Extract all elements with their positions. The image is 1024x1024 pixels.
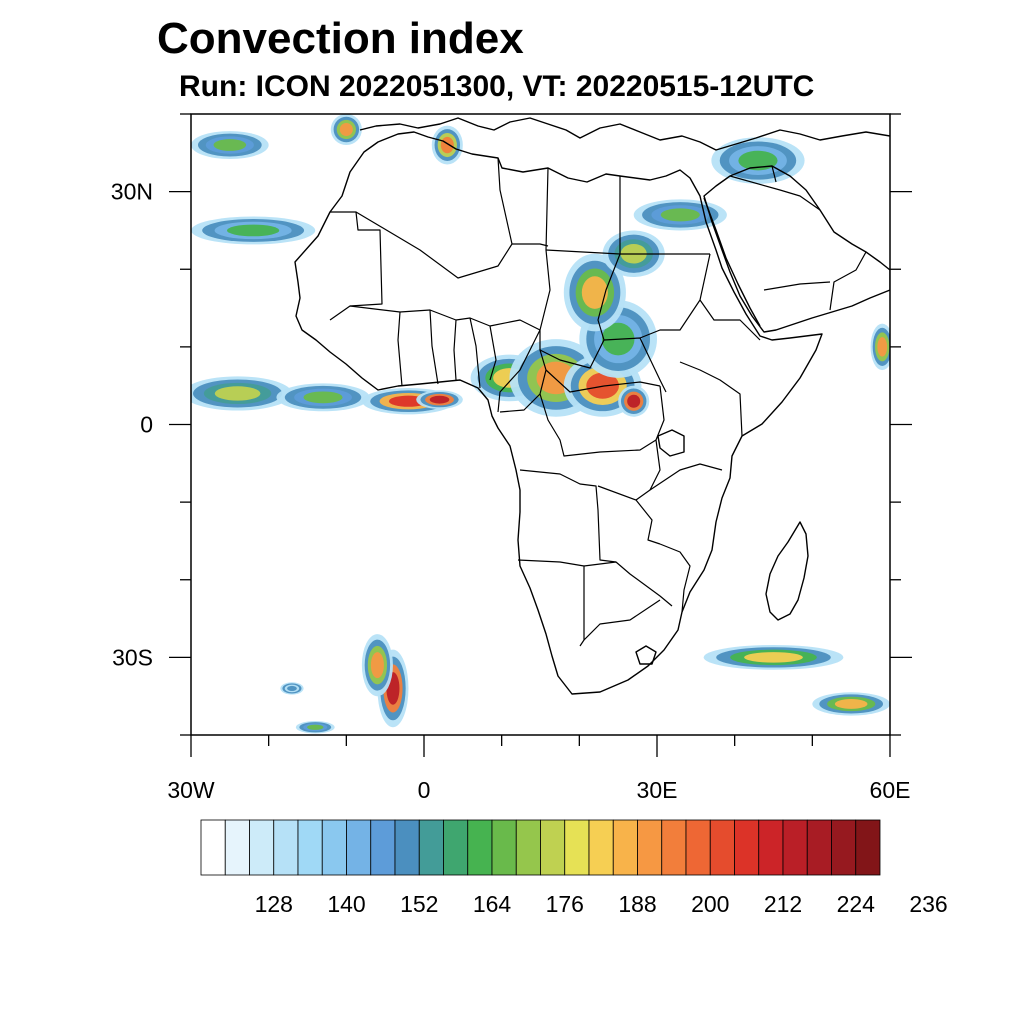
convection-cell: [276, 383, 370, 412]
convection-cell: [330, 114, 362, 146]
colorbar-label: 176: [546, 891, 584, 917]
colorbar-swatch: [467, 819, 493, 876]
lat-tick-label: 0: [140, 412, 153, 438]
convection-contour: [287, 685, 297, 692]
convection-contour: [214, 386, 261, 401]
colorbar-swatch: [661, 819, 687, 876]
convection-contour: [834, 699, 868, 709]
colorbar-swatch: [855, 819, 881, 876]
convection-cell: [416, 390, 463, 409]
europe-coastline: [359, 117, 890, 151]
map-outlines: [294, 117, 890, 695]
convection-cell: [191, 216, 316, 245]
colorbar-swatch: [346, 819, 372, 876]
convection-cell: [633, 199, 727, 231]
convection-cell: [703, 644, 844, 670]
lon-tick-label: 60E: [870, 777, 911, 803]
convection-contour: [627, 394, 641, 408]
colorbar-swatch: [709, 819, 735, 876]
lon-tick-label: 30W: [167, 777, 215, 803]
convection-contour: [303, 391, 343, 404]
africa-coastline: [294, 131, 823, 695]
convection-cell: [563, 253, 626, 332]
convection-cell: [191, 131, 269, 160]
colorbar-swatch: [806, 819, 832, 876]
convection-contour: [744, 652, 803, 663]
colorbar-swatch: [685, 819, 711, 876]
colorbar-swatch: [224, 819, 250, 876]
axis-ticks: 30W 0 30E 60E 30N 0 30S: [111, 113, 912, 803]
lat-tick-label: 30S: [112, 644, 153, 670]
chart-subtitle: Run: ICON 2022051300, VT: 20220515-12UTC: [179, 70, 815, 103]
colorbar-swatch: [782, 819, 808, 876]
lat-tick-label: 30N: [111, 179, 153, 205]
country-borders: [329, 157, 867, 647]
lake-victoria: [657, 429, 685, 457]
colorbar-swatch: [200, 819, 226, 876]
convection-contour: [738, 150, 778, 171]
colorbar-swatch: [831, 819, 857, 876]
colorbar: 128 140 152 164 176 188 200 212 224 236: [200, 819, 948, 917]
colorbar-swatch: [418, 819, 444, 876]
convection-cell: [870, 323, 890, 371]
colorbar-swatch: [394, 819, 420, 876]
convection-contour: [581, 276, 608, 309]
colorbar-label: 188: [618, 891, 656, 917]
colorbar-swatch: [515, 819, 541, 876]
convection-contour: [440, 136, 454, 154]
convection-contour: [370, 652, 384, 679]
chart-title: Convection index: [157, 14, 524, 63]
lon-tick-label: 30E: [637, 777, 678, 803]
colorbar-swatch: [637, 819, 663, 876]
madagascar-coastline: [765, 521, 809, 621]
convection-contour: [227, 224, 280, 237]
colorbar-swatch: [564, 819, 590, 876]
colorbar-swatch: [273, 819, 299, 876]
lon-tick-label: 0: [418, 777, 431, 803]
arabia-coastline: [703, 165, 890, 333]
convection-cell: [361, 634, 393, 697]
convection-contour: [660, 208, 700, 222]
convection-contour: [877, 337, 888, 357]
colorbar-swatch: [370, 819, 396, 876]
colorbar-label: 152: [400, 891, 438, 917]
colorbar-label: 212: [764, 891, 802, 917]
colorbar-swatch: [588, 819, 614, 876]
convection-cell: [618, 385, 650, 417]
lesotho-outline: [635, 645, 657, 665]
convection-cell: [812, 692, 890, 716]
convection-cell: [431, 125, 463, 165]
convection-cell: [295, 721, 335, 734]
colorbar-label: 224: [837, 891, 876, 917]
plot-area: [191, 114, 890, 735]
colorbar-swatch: [758, 819, 784, 876]
colorbar-swatch: [540, 819, 566, 876]
colorbar-swatch: [734, 819, 760, 876]
colorbar-swatch: [612, 819, 638, 876]
convection-contour: [213, 139, 247, 151]
convection-cell: [280, 682, 304, 695]
convection-contour: [307, 724, 324, 730]
colorbar-label: 200: [691, 891, 729, 917]
convection-cell: [711, 137, 805, 184]
colorbar-swatch: [443, 819, 469, 876]
colorbar-swatch: [491, 819, 517, 876]
colorbar-label: 128: [255, 891, 293, 917]
colorbar-swatch: [249, 819, 275, 876]
convection-cell: [191, 376, 292, 411]
colorbar-swatch: [297, 819, 323, 876]
convection-contour: [339, 123, 353, 137]
colorbar-label: 140: [327, 891, 365, 917]
colorbar-label: 164: [473, 891, 512, 917]
convection-contour: [429, 395, 450, 404]
colorbar-label: 236: [909, 891, 947, 917]
red-sea-coast: [703, 197, 761, 327]
colorbar-swatch: [321, 819, 347, 876]
